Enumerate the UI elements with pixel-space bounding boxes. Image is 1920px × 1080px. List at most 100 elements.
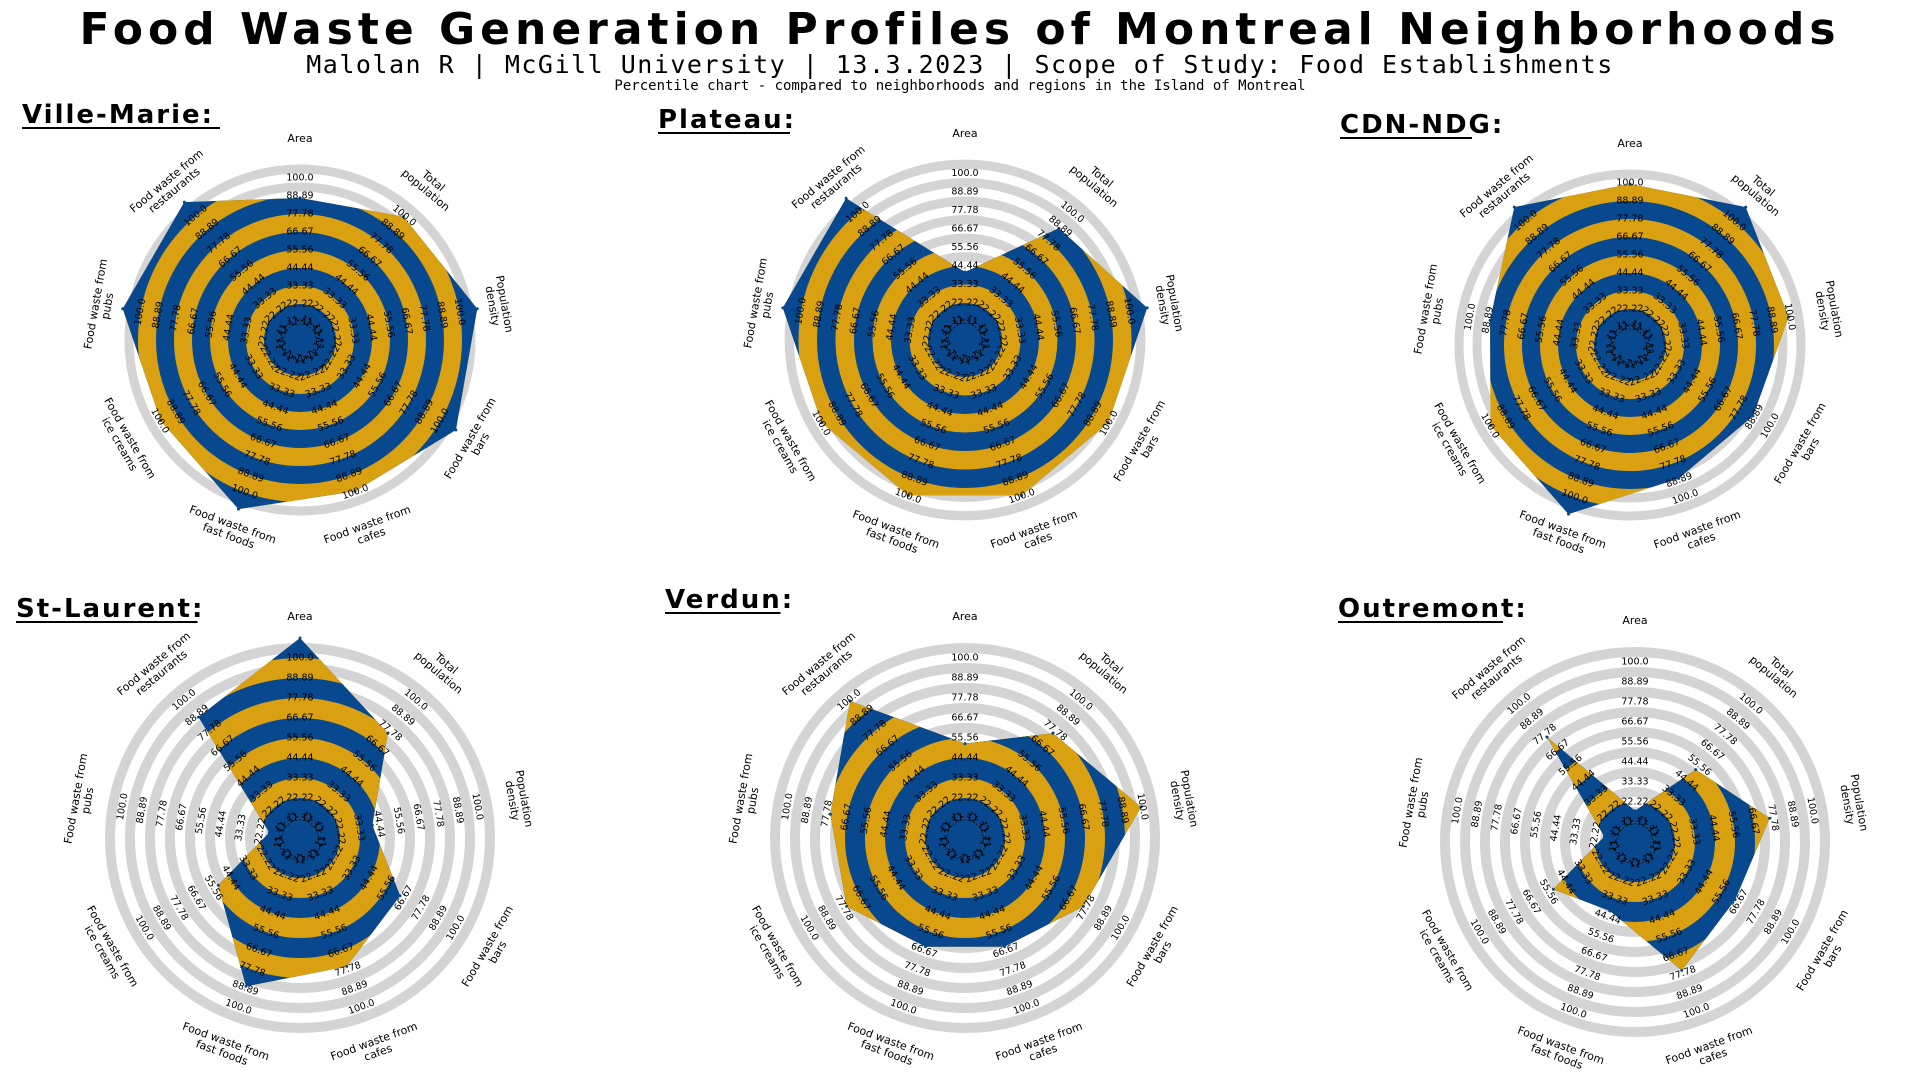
tick-label: 11.11 [938,820,954,849]
tick-label: 22.22 [918,817,934,846]
tick-label: 66.67 [286,227,313,238]
tick-label: 22.22 [1667,821,1683,850]
radar-chart-st-laurent: St-Laurent:11.1122.2233.3344.4455.5666.6… [16,594,535,1068]
tick-label: 100.0 [286,653,313,664]
tick-label: 88.89 [951,673,978,684]
tick-label: 66.67 [1729,312,1745,341]
tick-label: 66.67 [1621,717,1648,728]
tick-label: 22.22 [286,793,313,804]
data-point-food-waste-from-restaurants [182,200,186,204]
tick-label: 100.0 [1616,178,1643,189]
tick-label: 44.44 [363,313,379,342]
tick-label: 22.22 [253,817,269,846]
grid-ring [1480,687,1790,997]
data-point-food-waste-from-cafes [1020,493,1024,497]
tick-label: 22.22 [951,298,978,309]
tick-label: 55.56 [286,245,313,256]
axis-label-food-waste-from-pubs: Food waste frompubs [81,258,122,352]
tick-label: 33.33 [898,813,914,842]
grid-ring [1440,647,1830,1037]
tick-label: 55.56 [866,310,882,339]
tick-label: 22.22 [1658,324,1674,353]
axis-label-area: Area [287,132,312,145]
tick-label: 11.11 [312,820,328,849]
tick-label: 11.11 [273,820,289,849]
tick-label: 22.22 [997,817,1013,846]
data-point-food-waste-from-bars [454,428,458,432]
data-center [282,322,318,358]
tick-label: 44.44 [1706,814,1722,843]
tick-label: 55.56 [381,310,397,339]
data-point-food-waste-from-cafes [1680,968,1684,972]
data-point-food-waste-from-pubs [121,307,125,311]
tick-label: 33.33 [1621,777,1648,788]
tick-label: 88.89 [150,301,166,330]
chart-title: Food Waste Generation Profiles of Montre… [79,4,1841,55]
tick-label: 77.78 [951,693,978,704]
data-point-population-density [1787,315,1791,319]
tick-label: 22.22 [994,319,1010,348]
tick-label: 44.44 [1616,268,1643,279]
radar-chart-ville-marie: Ville-Marie:11.1122.2233.3344.4455.5666.… [22,100,516,551]
data-point-food-waste-from-ice-creams [1551,887,1555,891]
data-point-food-waste-from-cafes [1677,476,1681,480]
tick-label: 22.22 [1621,797,1648,808]
tick-label: 55.56 [391,806,407,835]
data-point-food-waste-from-fast-foods [244,984,248,988]
tick-label: 100.0 [286,173,313,184]
panel-label: Verdun: [665,585,794,615]
data-point-food-waste-from-pubs [781,306,785,310]
tick-label: 11.11 [286,317,313,328]
tick-label: 66.67 [839,803,855,832]
tick-label: 66.67 [174,803,190,832]
tick-label: 11.11 [1616,322,1643,333]
tick-label: 11.11 [274,323,290,352]
axis-label-food-waste-from-pubs: Food waste frompubs [741,257,782,351]
tick-label: 11.11 [951,813,978,824]
tick-label: 55.56 [194,806,210,835]
data-point-area [298,196,302,200]
panel-label: St-Laurent: [16,594,204,624]
data-point-total-population [1694,768,1698,772]
tick-label: 55.56 [1616,250,1643,261]
tick-label: 100.0 [951,653,978,664]
tick-label: 22.22 [951,793,978,804]
tick-label: 88.89 [286,191,313,202]
data-point-food-waste-from-bars [1081,904,1085,908]
tick-label: 55.56 [951,242,978,253]
axis-label-area: Area [952,127,977,140]
tick-label: 11.11 [1621,817,1648,828]
data-point-food-waste-from-restaurants [1512,205,1516,209]
tick-label: 77.78 [1498,309,1514,338]
tick-label: 88.89 [1764,306,1780,335]
axis-label-food-waste-from-pubs: Food waste frompubs [1411,263,1452,357]
axis-label-population-density: Populationdensity [1811,279,1846,340]
data-point-total-population [401,215,405,219]
grid-ring [790,663,1140,1013]
data-area [122,197,478,510]
radar-chart-plateau: Plateau:11.1122.2233.3344.4455.5666.6777… [658,105,1186,556]
tick-label: 88.89 [1785,800,1801,829]
tick-label: 22.22 [921,319,937,348]
radar-chart-verdun: Verdun:11.1122.2233.3344.4455.5666.6777.… [665,585,1200,1068]
tick-label: 33.33 [1569,321,1585,350]
tick-label: 44.44 [878,810,894,839]
panel-label: Ville-Marie: [22,100,214,130]
tick-label: 44.44 [213,810,229,839]
data-area [782,198,1148,496]
tick-label: 44.44 [286,753,313,764]
tick-label: 100.0 [1134,792,1150,821]
axis-label-population-density: Populationdensity [1151,274,1186,335]
data-point-food-waste-from-ice-creams [1489,424,1493,428]
tick-label: 33.33 [1568,817,1584,846]
panel-label: Plateau: [658,105,796,135]
data-point-total-population [1057,226,1061,230]
data-point-food-waste-from-bars [1106,421,1110,425]
data-point-area [1633,809,1637,813]
data-area [1490,183,1789,515]
tick-label: 100.0 [1782,303,1798,332]
tick-label: 11.11 [286,813,313,824]
tick-label: 33.33 [1675,321,1691,350]
axis-label-area: Area [1617,137,1642,150]
tick-label: 33.33 [951,279,978,290]
